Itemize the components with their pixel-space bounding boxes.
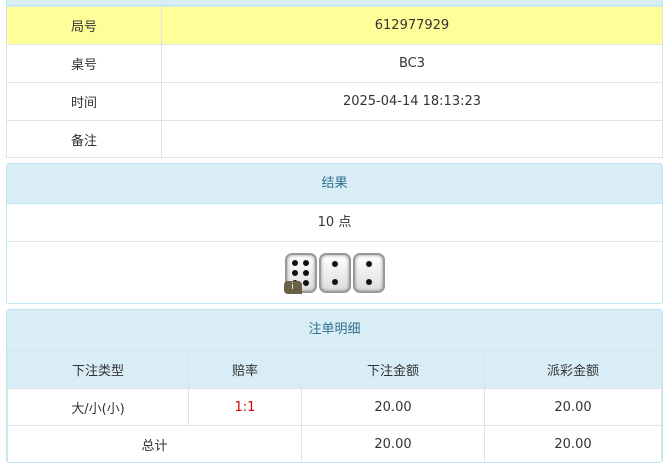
bet-type: 大/小(小) xyxy=(7,388,189,426)
header-payout: 派彩金额 xyxy=(484,350,662,389)
label: 局号 xyxy=(6,6,162,45)
bet-payout: 20.00 xyxy=(484,388,662,426)
header-type: 下注类型 xyxy=(7,350,189,389)
dice-row: i xyxy=(7,242,662,303)
info-icon[interactable]: i xyxy=(283,281,302,294)
total-row: 总计 20.00 20.00 xyxy=(7,425,662,462)
pip xyxy=(291,259,298,266)
value: 2025-04-14 18:13:23 xyxy=(161,82,663,121)
result-title: 结果 xyxy=(7,164,662,204)
bet-detail-panel: 注单明细 下注类型 赔率 下注金额 派彩金额 大/小(小) 1:1 20.00 … xyxy=(6,309,663,463)
table-row: 大/小(小) 1:1 20.00 20.00 xyxy=(7,388,662,426)
bet-table: 下注类型 赔率 下注金额 派彩金额 大/小(小) 1:1 20.00 20.00… xyxy=(7,350,662,462)
result-points: 10 点 xyxy=(7,204,662,242)
die-6: i xyxy=(283,253,317,294)
pip xyxy=(365,261,372,267)
header-odds: 赔率 xyxy=(188,350,302,389)
value: BC3 xyxy=(161,44,663,83)
row-table-id: 桌号 BC3 xyxy=(6,44,663,83)
label: 备注 xyxy=(6,120,162,158)
label: 桌号 xyxy=(6,44,162,83)
label: 时间 xyxy=(6,82,162,121)
total-amount: 20.00 xyxy=(301,425,485,462)
total-payout: 20.00 xyxy=(484,425,662,462)
round-info-table: 局号 612977929 桌号 BC3 时间 2025-04-14 18:13:23 … xyxy=(6,6,663,158)
pip xyxy=(303,259,310,266)
pip xyxy=(303,280,310,287)
pip xyxy=(291,270,298,276)
bet-detail-title: 注单明细 xyxy=(7,310,662,350)
die-2 xyxy=(352,253,385,293)
row-round-id: 局号 612977929 xyxy=(6,6,663,45)
row-note: 备注 xyxy=(6,120,663,158)
pip xyxy=(331,261,338,267)
bet-amount: 20.00 xyxy=(301,388,485,426)
pip xyxy=(331,279,338,285)
pip xyxy=(365,279,372,285)
header-amount: 下注金额 xyxy=(301,350,485,389)
result-panel: 结果 10 点 i xyxy=(6,163,663,304)
value xyxy=(161,120,663,158)
bet-header-row: 下注类型 赔率 下注金额 派彩金额 xyxy=(7,350,662,389)
pip xyxy=(303,270,310,276)
total-label: 总计 xyxy=(7,425,302,462)
top-strip xyxy=(6,0,663,6)
row-time: 时间 2025-04-14 18:13:23 xyxy=(6,82,663,121)
bet-odds: 1:1 xyxy=(188,388,302,426)
die-2 xyxy=(318,253,351,293)
value: 612977929 xyxy=(161,6,663,45)
